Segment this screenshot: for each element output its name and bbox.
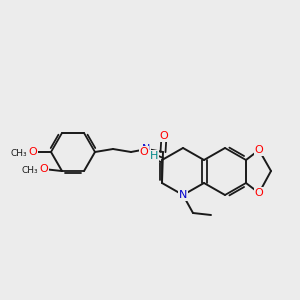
Text: O: O <box>160 131 168 141</box>
Text: O: O <box>255 188 263 198</box>
Text: H: H <box>150 151 158 161</box>
Text: O: O <box>255 145 263 155</box>
Text: CH₃: CH₃ <box>22 166 38 175</box>
Text: N: N <box>179 190 187 200</box>
Text: O: O <box>40 164 48 174</box>
Text: CH₃: CH₃ <box>11 148 27 158</box>
Text: O: O <box>140 147 148 157</box>
Text: O: O <box>28 147 38 157</box>
Text: N: N <box>142 144 150 154</box>
